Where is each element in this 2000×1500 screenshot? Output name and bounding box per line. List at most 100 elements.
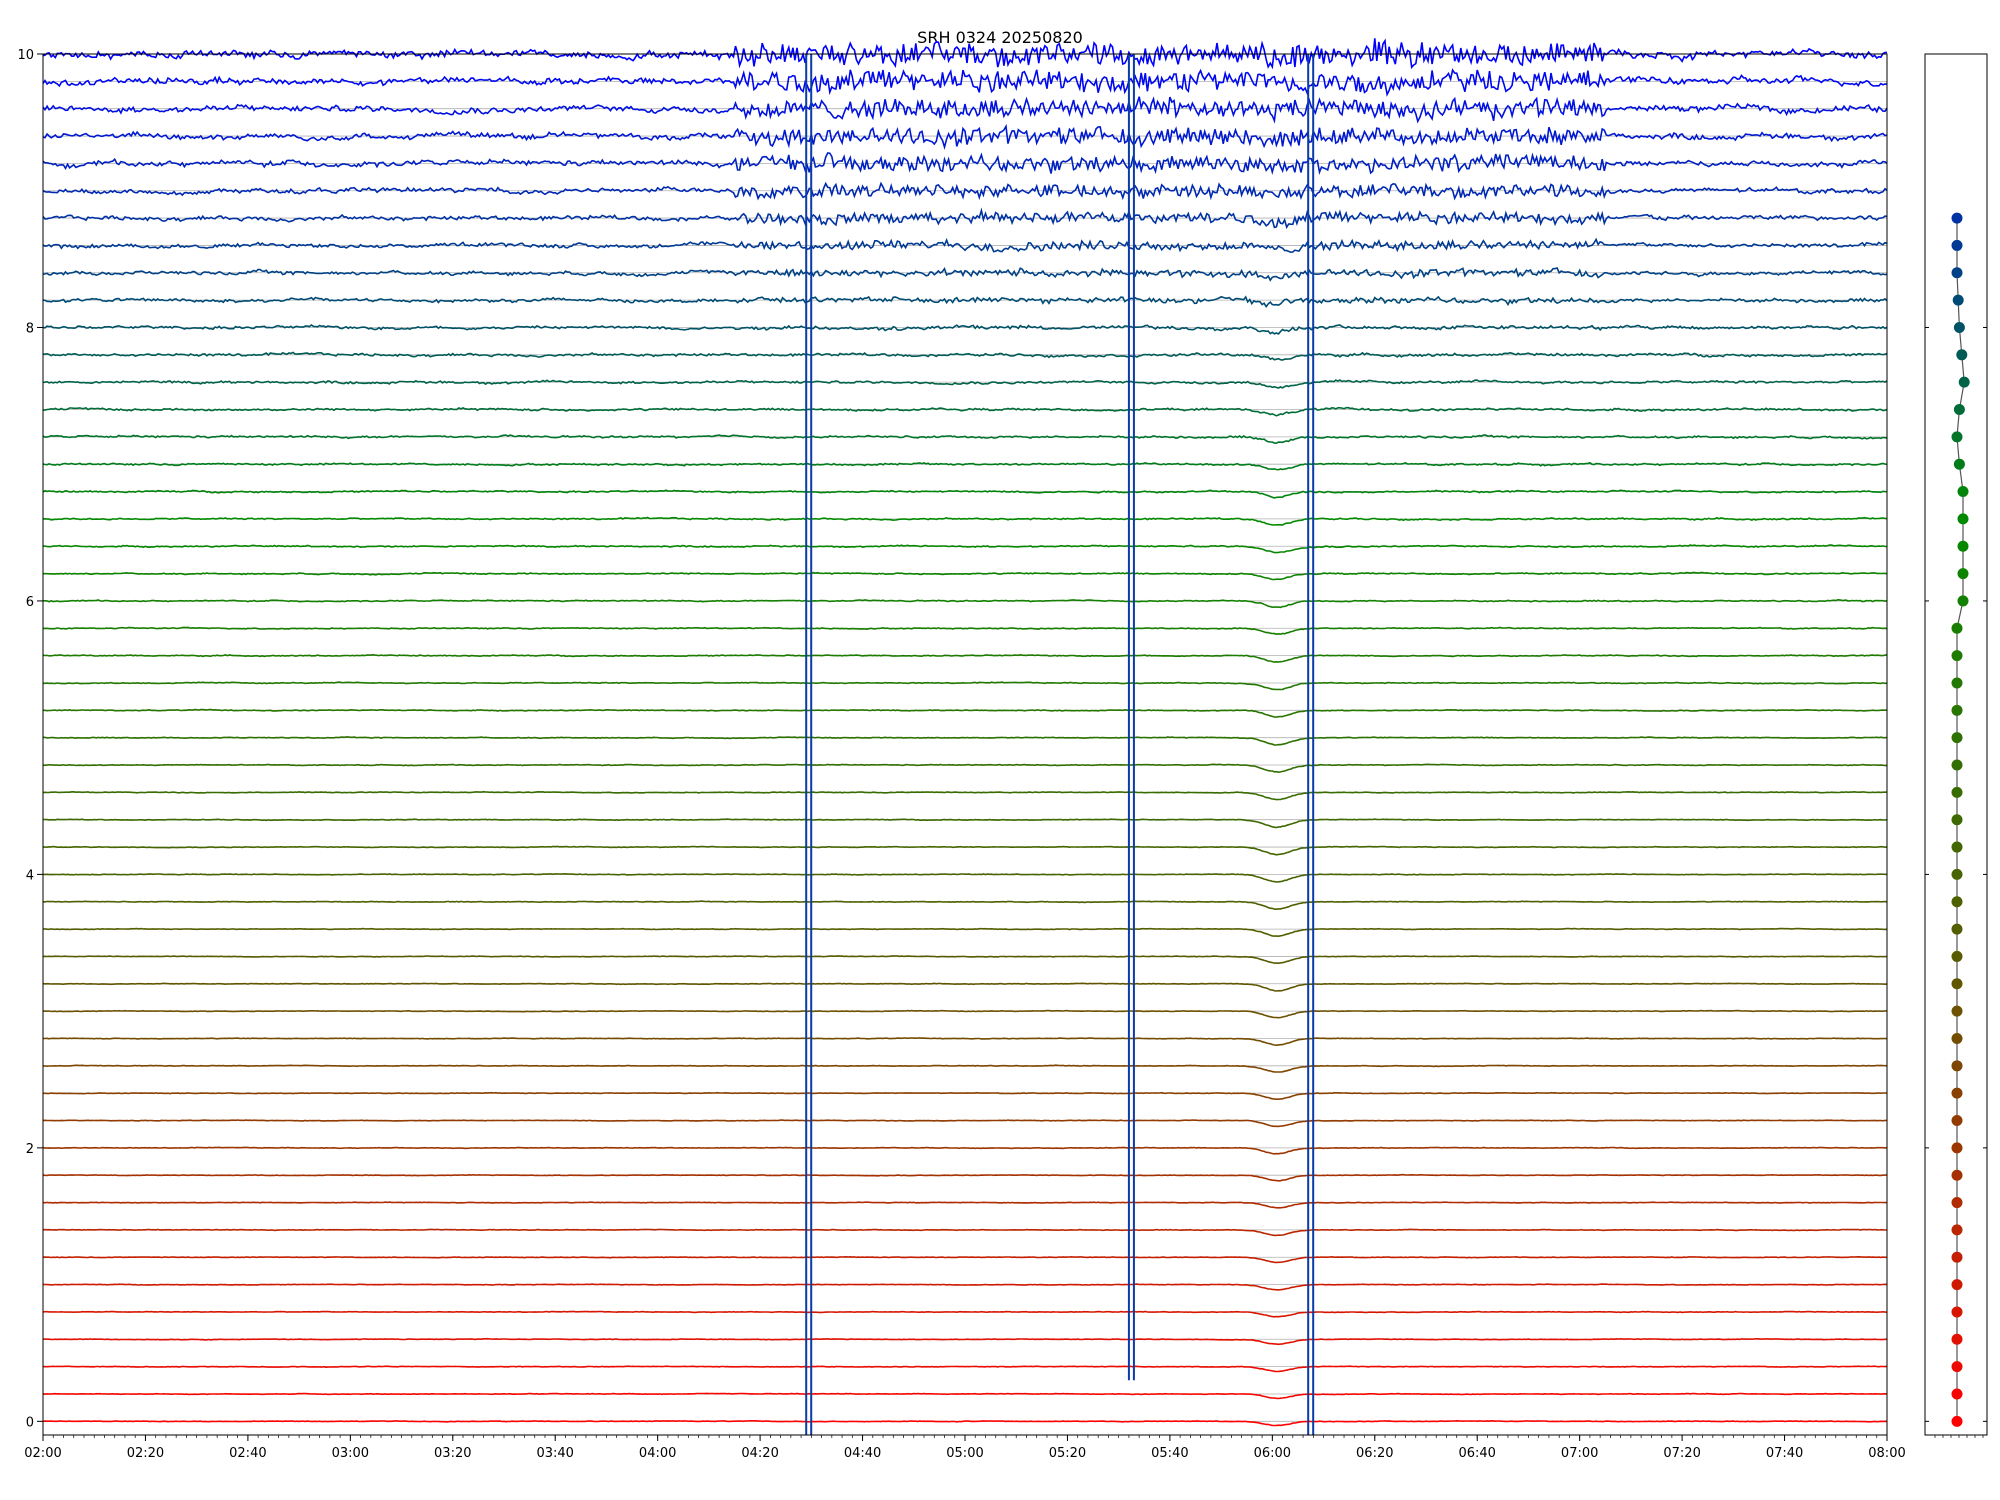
trace-line <box>42 1119 1888 1128</box>
y-axis: 0 2 4 6 8 10 <box>17 48 43 1430</box>
trace-line <box>43 708 1888 718</box>
trace-line <box>43 571 1888 581</box>
trace-line <box>42 351 1888 361</box>
side-marker <box>1951 841 1963 853</box>
trace-line <box>42 1228 1887 1237</box>
trace-line <box>43 818 1888 829</box>
trace-line <box>43 626 1888 636</box>
x-axis: 02:00 02:20 02:40 03:00 03:20 03:40 04:00 04:20… <box>24 1435 1906 1461</box>
side-marker <box>1951 622 1963 634</box>
side-marker <box>1951 1087 1963 1099</box>
side-marker <box>1951 1361 1963 1373</box>
side-marker <box>1952 294 1964 306</box>
side-plot <box>1924 53 1988 1438</box>
trace-line <box>42 763 1888 774</box>
y-tick-label: 6 <box>26 595 34 610</box>
y-tick-label: 8 <box>26 321 34 336</box>
main-plot: 02:00 02:20 02:40 03:00 03:20 03:40 04:00 04:20… <box>17 38 1906 1461</box>
x-tick-label: 06:40 <box>1458 1446 1495 1461</box>
trace-line <box>42 123 1888 151</box>
trace-line <box>42 1419 1888 1427</box>
side-marker <box>1951 1115 1963 1127</box>
side-marker <box>1957 540 1969 552</box>
trace-line <box>42 1037 1887 1047</box>
trace-line <box>42 790 1888 801</box>
side-marker <box>1951 212 1963 224</box>
side-marker <box>1951 786 1963 798</box>
side-marker <box>1951 267 1963 279</box>
side-marker <box>1951 1142 1963 1154</box>
trace-line <box>42 1310 1888 1318</box>
trace-line <box>42 379 1888 389</box>
side-marker <box>1951 1251 1963 1263</box>
side-marker <box>1957 595 1969 607</box>
trace-line <box>42 845 1888 856</box>
x-tick-label: 02:20 <box>127 1446 164 1461</box>
trace-line <box>42 1146 1888 1155</box>
x-tick-label: 03:40 <box>536 1446 573 1461</box>
side-marker <box>1951 1415 1963 1427</box>
x-tick-label: 06:20 <box>1356 1446 1393 1461</box>
y-tick-label: 4 <box>26 868 34 883</box>
side-marker <box>1951 814 1963 826</box>
trace-line <box>42 207 1888 230</box>
trace-line <box>43 598 1888 609</box>
side-marker <box>1951 1197 1963 1209</box>
x-tick-label: 06:00 <box>1254 1446 1291 1461</box>
side-plot-frame <box>1924 53 1988 1436</box>
side-marker <box>1951 732 1963 744</box>
trace-line <box>42 872 1888 883</box>
side-marker <box>1951 1279 1963 1291</box>
trace-line <box>42 516 1888 526</box>
x-tick-label: 03:00 <box>332 1446 369 1461</box>
trace-line <box>42 1365 1888 1373</box>
trace-line <box>42 1173 1888 1182</box>
side-marker <box>1951 677 1963 689</box>
trace-line <box>42 982 1888 992</box>
side-marker <box>1951 1388 1963 1400</box>
side-marker <box>1951 1169 1963 1181</box>
side-marker <box>1957 486 1969 498</box>
trace-line <box>42 96 1888 124</box>
chart-title: SRH 0324 20250820 <box>917 28 1083 47</box>
trace-line <box>42 237 1888 254</box>
trace-line <box>43 1009 1888 1019</box>
side-marker <box>1951 704 1963 716</box>
trace-line <box>42 736 1888 746</box>
y-tick-label: 2 <box>26 1142 34 1157</box>
side-marker <box>1951 978 1963 990</box>
side-marker <box>1951 923 1963 935</box>
trace-line <box>42 1201 1887 1209</box>
y-tick-label: 0 <box>26 1415 34 1430</box>
x-tick-label: 07:40 <box>1766 1446 1803 1461</box>
trace-line <box>42 653 1887 663</box>
trace-line <box>42 489 1888 499</box>
side-marker <box>1951 431 1963 443</box>
x-tick-label: 05:00 <box>946 1446 983 1461</box>
trace-line <box>42 266 1888 282</box>
trace-line <box>42 68 1888 97</box>
trace-line <box>42 955 1887 965</box>
side-marker <box>1951 868 1963 880</box>
main-plot-frame <box>42 53 1888 1436</box>
trace-line <box>42 927 1888 938</box>
side-markers <box>1925 53 1987 1438</box>
x-tick-label: 04:20 <box>741 1446 778 1461</box>
side-marker <box>1958 376 1970 388</box>
x-tick-label: 08:00 <box>1868 1446 1905 1461</box>
trace-line <box>43 1091 1887 1100</box>
x-tick-label: 02:40 <box>229 1446 266 1461</box>
trace-line <box>42 1064 1888 1073</box>
side-marker <box>1953 458 1965 470</box>
x-tick-label: 05:40 <box>1151 1446 1188 1461</box>
trace-line <box>43 681 1888 691</box>
trace-line <box>42 1283 1888 1291</box>
x-tick-label: 05:20 <box>1049 1446 1086 1461</box>
trace-line <box>42 181 1888 201</box>
trace-line <box>42 1255 1887 1264</box>
side-marker <box>1956 349 1968 361</box>
x-tick-label: 03:20 <box>434 1446 471 1461</box>
trace-line <box>42 1392 1888 1400</box>
trace-line <box>42 461 1888 471</box>
